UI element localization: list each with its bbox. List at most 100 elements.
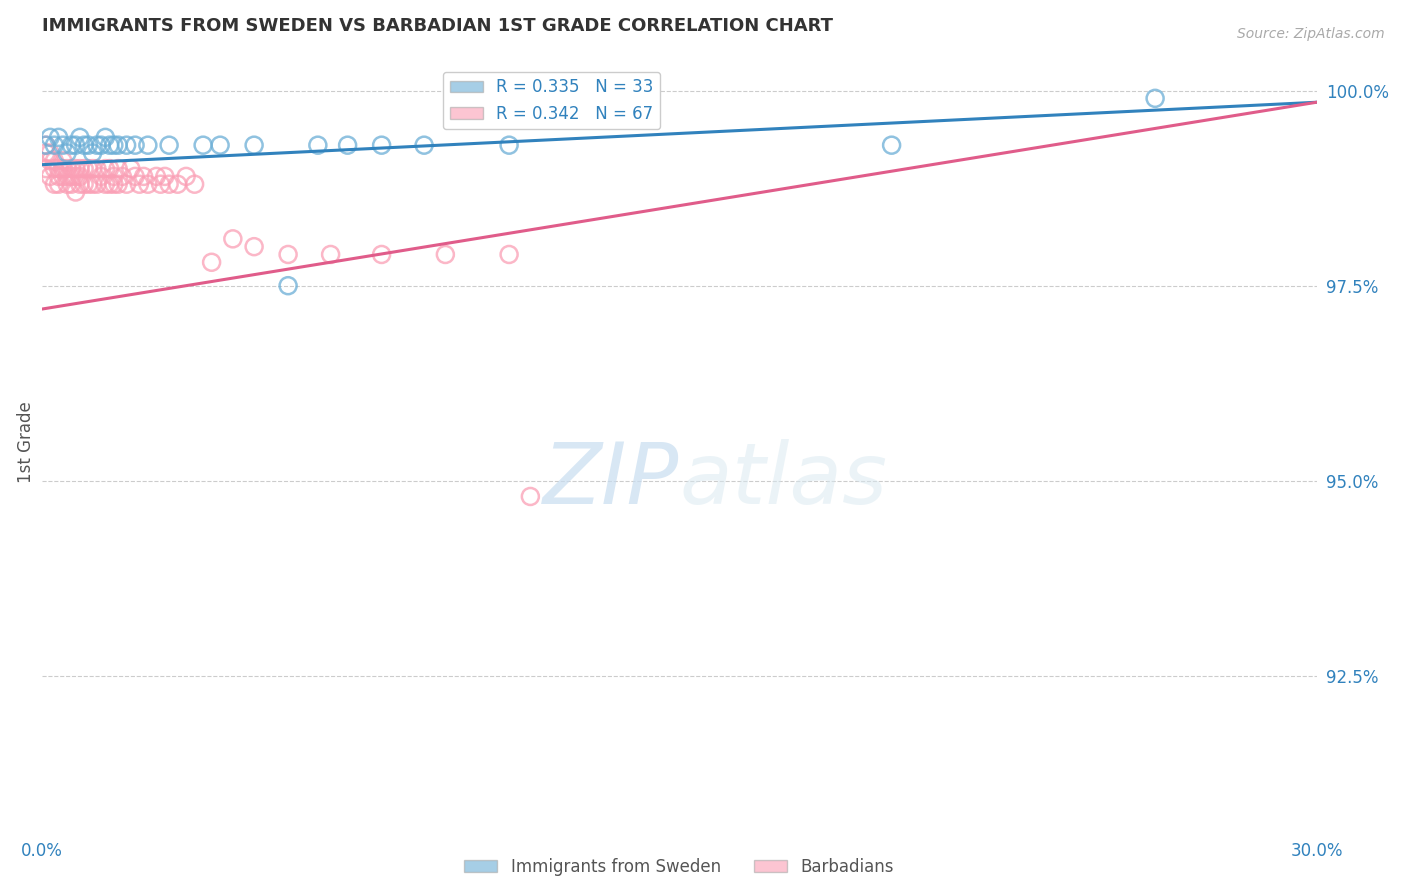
Point (90, 138, 112, 153)
Point (124, 138, 146, 153)
Point (35, 138, 58, 153)
Point (277, 278, 299, 293)
Point (86, 178, 108, 192)
Point (44, 138, 66, 153)
Point (82, 146, 104, 161)
Text: Source: ZipAtlas.com: Source: ZipAtlas.com (1237, 27, 1385, 41)
Point (48, 130, 70, 145)
Point (153, 169, 176, 184)
Legend: Immigrants from Sweden, Barbadians: Immigrants from Sweden, Barbadians (457, 851, 901, 882)
Point (157, 178, 180, 192)
Point (60, 169, 83, 184)
Point (498, 247, 520, 261)
Point (69, 169, 91, 184)
Point (201, 255, 224, 269)
Point (94, 178, 117, 192)
Point (209, 138, 232, 153)
Point (370, 247, 392, 261)
Point (243, 138, 266, 153)
Point (434, 247, 457, 261)
Point (52, 153, 75, 168)
Point (77, 178, 100, 192)
Point (69, 178, 91, 192)
Point (69, 130, 91, 145)
Point (82, 161, 104, 176)
Point (60, 178, 83, 192)
Point (115, 138, 138, 153)
Point (98, 138, 121, 153)
Point (115, 178, 138, 192)
Point (132, 169, 155, 184)
Point (107, 138, 129, 153)
Point (191, 138, 214, 153)
Point (69, 161, 91, 176)
Point (120, 161, 142, 176)
Point (44, 153, 66, 168)
Point (149, 178, 172, 192)
Point (65, 161, 87, 176)
Point (48, 169, 70, 184)
Point (1144, 91, 1167, 105)
Point (107, 161, 129, 176)
Point (48, 161, 70, 176)
Text: atlas: atlas (679, 440, 887, 523)
Point (52, 169, 75, 184)
Point (56, 146, 79, 161)
Point (82, 178, 104, 192)
Point (136, 138, 159, 153)
Point (56, 161, 79, 176)
Point (370, 138, 392, 153)
Point (336, 138, 359, 153)
Point (86, 138, 108, 153)
Point (166, 178, 188, 192)
Point (65, 169, 87, 184)
Point (519, 490, 541, 504)
Point (77, 138, 100, 153)
Point (56, 178, 79, 192)
Point (52, 161, 75, 176)
Point (145, 169, 167, 184)
Point (90, 169, 112, 184)
Point (174, 169, 197, 184)
Point (44, 178, 66, 192)
Point (44, 161, 66, 176)
Point (107, 178, 129, 192)
Point (35, 161, 58, 176)
Point (39, 130, 62, 145)
Point (98, 161, 121, 176)
Point (222, 232, 245, 246)
Point (39, 153, 62, 168)
Point (319, 247, 342, 261)
Point (183, 178, 205, 192)
Point (65, 185, 87, 199)
Point (880, 138, 903, 153)
Point (94, 161, 117, 176)
Y-axis label: 1st Grade: 1st Grade (17, 401, 35, 483)
Point (73, 161, 96, 176)
Point (111, 169, 134, 184)
Point (157, 138, 180, 153)
Point (56, 169, 79, 184)
Point (60, 138, 83, 153)
Point (73, 178, 96, 192)
Point (103, 178, 125, 192)
Point (86, 161, 108, 176)
Point (103, 138, 125, 153)
Point (48, 178, 70, 192)
Point (124, 169, 146, 184)
Point (277, 247, 299, 261)
Text: IMMIGRANTS FROM SWEDEN VS BARBADIAN 1ST GRADE CORRELATION CHART: IMMIGRANTS FROM SWEDEN VS BARBADIAN 1ST … (42, 17, 832, 35)
Point (136, 178, 159, 192)
Point (94, 130, 117, 145)
Point (128, 178, 150, 192)
Point (103, 169, 125, 184)
Point (243, 240, 266, 254)
Point (60, 161, 83, 176)
Point (52, 138, 75, 153)
Point (73, 138, 96, 153)
Point (498, 138, 520, 153)
Point (35, 146, 58, 161)
Point (35, 138, 58, 153)
Point (65, 138, 87, 153)
Point (77, 161, 100, 176)
